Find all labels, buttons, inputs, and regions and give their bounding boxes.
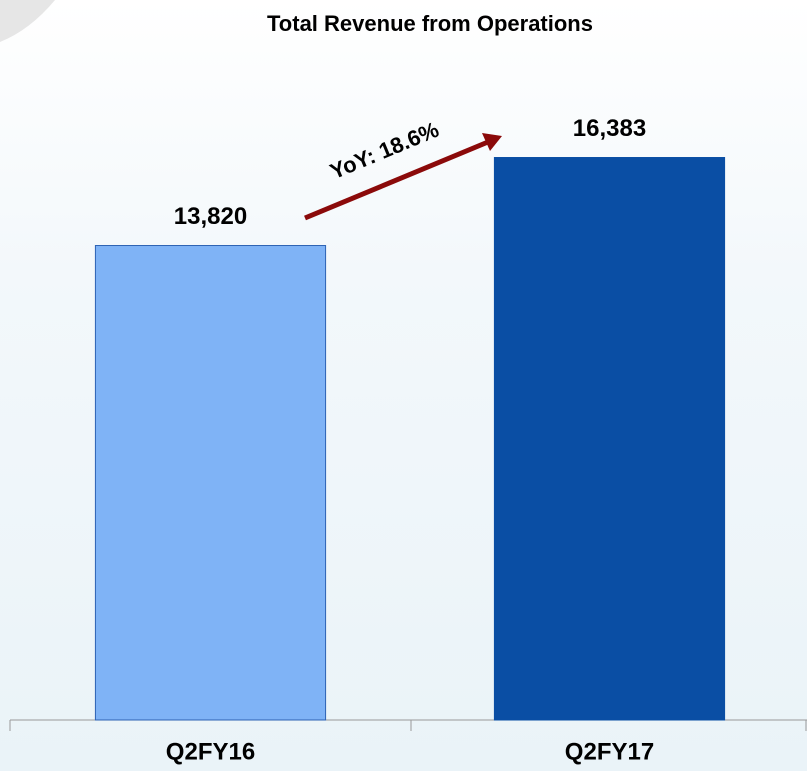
x-tick-label: Q2FY17 bbox=[565, 738, 654, 765]
bar bbox=[94, 245, 327, 721]
arrow-head bbox=[482, 133, 502, 151]
data-label: 16,383 bbox=[573, 115, 646, 142]
x-tick-label: Q2FY16 bbox=[166, 738, 255, 765]
chart-title: Total Revenue from Operations bbox=[267, 11, 593, 36]
arrow bbox=[304, 139, 489, 221]
corner-decoration bbox=[0, 0, 55, 42]
data-label: 13,820 bbox=[174, 203, 247, 230]
bar bbox=[493, 157, 726, 721]
